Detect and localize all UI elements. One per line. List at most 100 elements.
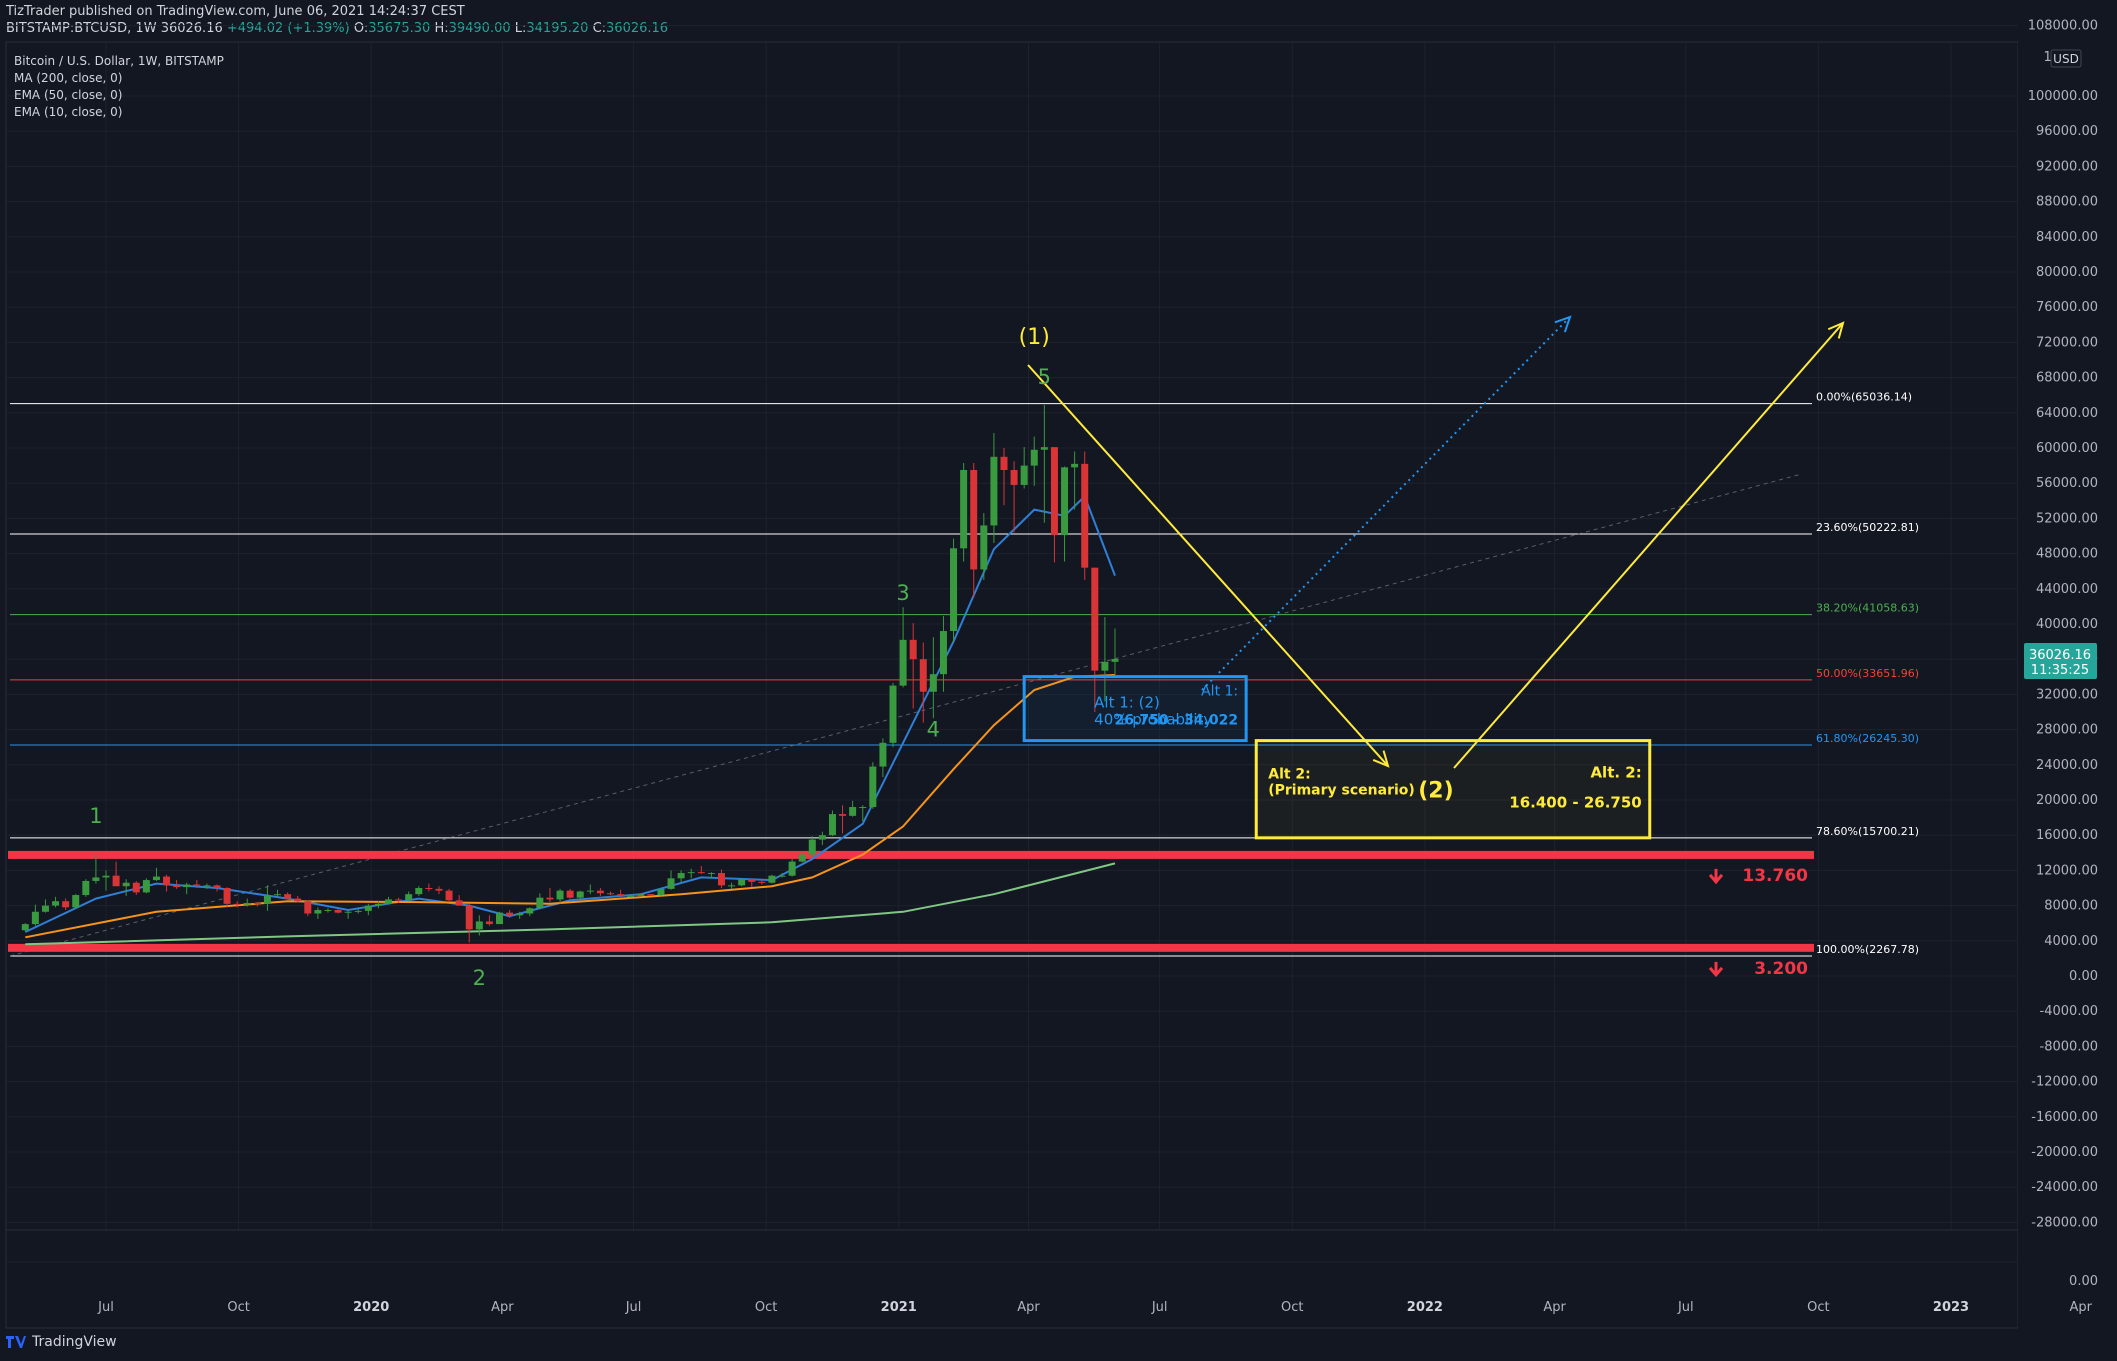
support-level-band[interactable] [8,850,1814,859]
candle-body[interactable] [92,877,100,881]
fib-trend-line[interactable] [9,473,1801,957]
candle-body[interactable] [667,878,675,889]
candle-body[interactable] [818,835,826,840]
candle-body[interactable] [697,872,705,874]
candle-body[interactable] [163,876,171,886]
candle-body[interactable] [334,910,342,913]
candle-body[interactable] [52,901,60,906]
candle-body[interactable] [516,913,524,916]
candle-body[interactable] [253,902,261,904]
candle-body[interactable] [72,895,80,908]
candle-body[interactable] [939,631,947,675]
candle-body[interactable] [314,910,322,914]
candle-body[interactable] [445,890,453,901]
candle-body[interactable] [627,895,635,897]
candle-body[interactable] [859,807,867,809]
candle-body[interactable] [1091,567,1099,671]
candle-body[interactable] [1071,463,1079,468]
candle-body[interactable] [586,890,594,892]
candle-body[interactable] [980,525,988,570]
candle-body[interactable] [485,921,493,925]
candle-body[interactable] [536,897,544,909]
candle-body[interactable] [213,885,221,888]
candle-body[interactable] [374,903,382,906]
candle-body[interactable] [758,881,766,883]
candle-body[interactable] [344,911,352,913]
candle-body[interactable] [596,890,604,894]
alt1-projection-arrow[interactable] [1201,316,1571,691]
candle-body[interactable] [1000,456,1008,470]
candle-body[interactable] [132,882,140,893]
candle-body[interactable] [849,807,857,816]
candle-body[interactable] [21,924,29,931]
projection-up-arrow[interactable] [1453,322,1844,769]
candle-body[interactable] [606,893,614,895]
candle-body[interactable] [465,905,473,930]
candle-body[interactable] [496,912,504,925]
candle-body[interactable] [546,897,554,900]
candle-body[interactable] [788,861,796,876]
tradingview-brand[interactable]: TradingView [6,1334,117,1350]
candle-body[interactable] [435,888,443,891]
candle-body[interactable] [385,899,393,904]
candle-body[interactable] [778,875,786,877]
candle-body[interactable] [183,884,191,888]
candle-body[interactable] [173,885,181,888]
candle-body[interactable] [223,888,231,904]
candle-body[interactable] [899,639,907,686]
candle-body[interactable] [304,901,312,914]
currency-button[interactable] [2050,49,2082,68]
candle-body[interactable] [617,894,625,896]
fibonacci-retracement[interactable]: 0.00%(65036.14) 23.60%(50222.81) 38.20%(41… [9,391,1919,957]
candle-body[interactable] [112,875,120,887]
candle-body[interactable] [839,814,847,816]
candle-body[interactable] [566,890,574,898]
candle-body[interactable] [263,895,271,904]
x-axis[interactable]: Jul Oct 2020 Apr Jul Oct 2021 Apr Jul Oct 2022 Apr J… [97,1300,2092,1315]
candle-body[interactable] [62,901,70,908]
alt2-zone-box[interactable] [1254,739,1652,840]
alt1-zone-box[interactable] [1022,675,1248,743]
projection-down-arrow[interactable] [1027,364,1389,767]
y-axis[interactable]: 108000.00 100000.00 96000.00 92000.00 88000.… [2018,19,2117,1330]
candle-body[interactable] [243,902,251,905]
candle-body[interactable] [748,879,756,882]
candlesticks[interactable] [21,404,1119,943]
candle-body[interactable] [1101,661,1109,671]
candle-body[interactable] [879,742,887,767]
candle-body[interactable] [364,905,372,911]
candle-body[interactable] [41,905,49,912]
candle-body[interactable] [475,921,483,930]
support-level-band[interactable] [8,943,1814,952]
candle-body[interactable] [193,884,201,886]
candle-body[interactable] [1040,447,1048,450]
candle-body[interactable] [960,470,968,549]
symbol-interval[interactable]: BITSTAMP:BTCUSD, 1W [6,21,157,36]
candle-body[interactable] [950,548,958,632]
candle-body[interactable] [274,894,282,896]
candle-body[interactable] [556,890,564,900]
candle-body[interactable] [798,854,806,862]
candle-body[interactable] [284,894,292,899]
candle-body[interactable] [808,839,816,855]
candle-body[interactable] [1030,449,1038,466]
candle-body[interactable] [687,872,695,874]
candle-body[interactable] [637,894,645,896]
candle-body[interactable] [415,888,423,895]
candle-body[interactable] [576,891,584,898]
candle-body[interactable] [142,880,150,893]
candle-body[interactable] [738,879,746,886]
candle-body[interactable] [1061,467,1069,536]
candle-body[interactable] [455,900,463,906]
candle-body[interactable] [869,766,877,808]
candle-body[interactable] [1010,470,1018,485]
candle-body[interactable] [102,875,110,878]
candle-body[interactable] [1050,447,1058,536]
candle-body[interactable] [203,885,211,887]
candle-body[interactable] [728,885,736,887]
candle-body[interactable] [31,911,39,925]
candle-body[interactable] [324,910,332,911]
candle-body[interactable] [1081,463,1089,568]
candle-body[interactable] [1111,658,1119,662]
